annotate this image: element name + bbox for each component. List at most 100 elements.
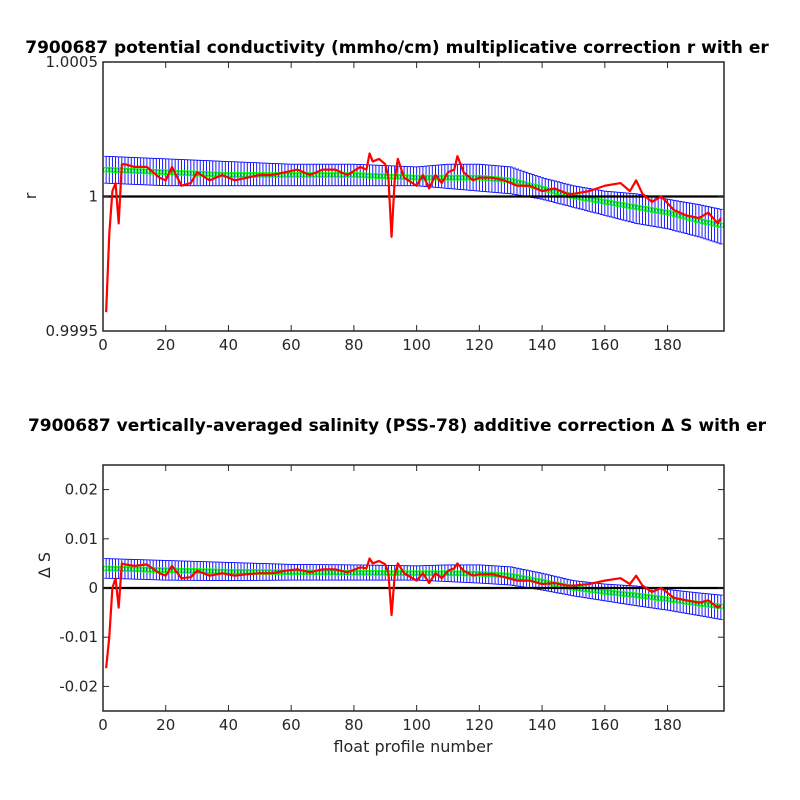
- fit-marker: [228, 171, 235, 179]
- fit-marker: [203, 170, 210, 178]
- fit-marker: [184, 170, 191, 177]
- chart-title-r: 7900687 potential conductivity (mmho/cm)…: [25, 38, 769, 58]
- fit-marker: [604, 199, 612, 206]
- fit-marker: [698, 218, 706, 225]
- y-axis-label-delta-s: Δ S: [35, 552, 54, 578]
- fit-marker: [291, 171, 298, 179]
- fit-marker: [319, 171, 326, 179]
- fit-marker: [633, 592, 640, 599]
- fit-marker: [623, 591, 630, 598]
- fit-marker: [369, 172, 376, 179]
- fit-marker: [410, 570, 417, 577]
- fit-marker: [106, 166, 113, 173]
- fit-marker: [661, 595, 668, 603]
- fit-marker: [350, 171, 358, 179]
- fit-marker: [231, 568, 238, 575]
- fit-marker: [112, 565, 119, 572]
- fit-marker: [614, 590, 621, 597]
- fit-marker: [331, 171, 339, 179]
- x-tick-label: 20: [156, 336, 175, 354]
- fit-marker: [187, 170, 194, 177]
- fit-marker: [357, 569, 364, 576]
- x-tick-label: 40: [219, 716, 238, 734]
- fit-marker: [564, 583, 571, 590]
- fit-marker: [598, 198, 605, 205]
- fit-marker: [648, 206, 655, 214]
- ticks-r: 0 20 40 60 80 100 120 140 160 180 0.9995 1 1.0005: [46, 53, 724, 354]
- fit-marker: [140, 168, 147, 175]
- fit-marker: [702, 218, 709, 226]
- fit-marker: [294, 171, 301, 179]
- fit-marker: [438, 570, 445, 577]
- fit-marker: [410, 174, 417, 181]
- fit-marker: [366, 172, 373, 179]
- x-tick-label: 40: [219, 336, 238, 354]
- fit-marker: [639, 205, 646, 212]
- fit-marker: [617, 201, 624, 208]
- fit-marker: [623, 202, 630, 209]
- fit-marker: [614, 200, 621, 208]
- fit-marker: [181, 567, 188, 574]
- x-tick-label: 180: [653, 716, 682, 734]
- y-tick-label: 1: [88, 188, 98, 206]
- x-tick-label: 180: [653, 336, 682, 354]
- fit-marker: [413, 174, 420, 181]
- fit-marker: [705, 219, 712, 226]
- fit-marker: [419, 570, 427, 577]
- fit-marker: [645, 206, 652, 213]
- fit-marker: [526, 576, 533, 583]
- fit-marker: [143, 168, 151, 175]
- x-tick-label: 0: [98, 336, 108, 354]
- x-tick-label: 60: [282, 716, 301, 734]
- fit-marker: [451, 570, 458, 577]
- correction-series-line: [105, 152, 722, 313]
- fit-marker: [620, 202, 627, 209]
- x-tick-label: 160: [590, 336, 619, 354]
- fit-marker: [316, 171, 323, 179]
- fit-marker: [592, 197, 599, 204]
- fit-marker: [633, 204, 640, 211]
- fit-marker: [655, 595, 662, 602]
- fit-marker: [112, 167, 119, 174]
- fit-marker: [636, 204, 643, 211]
- fit-marker: [426, 174, 433, 181]
- fit-marker: [128, 167, 135, 174]
- fit-marker: [651, 594, 659, 601]
- fit-marker: [137, 566, 144, 573]
- fit-marker: [651, 207, 659, 214]
- fit-marker: [335, 171, 342, 179]
- fit-marker: [645, 593, 652, 601]
- y-tick-label: 0.02: [65, 481, 98, 499]
- fit-marker: [407, 174, 414, 181]
- y-axis-label-r: r: [21, 192, 40, 199]
- fit-marker: [159, 169, 166, 176]
- fit-marker: [457, 174, 464, 181]
- x-tick-label: 140: [528, 336, 557, 354]
- fit-marker: [595, 197, 602, 204]
- fit-marker: [206, 568, 213, 575]
- fit-marker: [234, 171, 241, 179]
- x-tick-label: 100: [402, 336, 431, 354]
- fit-marker: [379, 173, 386, 180]
- fit-marker: [457, 570, 464, 577]
- fit-marker: [178, 567, 185, 574]
- fit-marker: [413, 570, 420, 577]
- fit-marker: [451, 174, 458, 181]
- fit-marker: [629, 591, 637, 599]
- fit-marker: [181, 169, 188, 177]
- fit-marker: [372, 172, 379, 180]
- fit-marker: [604, 589, 612, 596]
- fit-marker: [187, 567, 194, 574]
- fit-marker: [159, 567, 166, 574]
- y-tick-label: 0.9995: [46, 322, 99, 340]
- fit-marker: [642, 205, 649, 212]
- fit-marker: [601, 588, 608, 596]
- fit-marker: [636, 592, 643, 599]
- fit-marker: [667, 210, 674, 217]
- fit-marker: [466, 174, 474, 181]
- fit-marker: [611, 200, 618, 207]
- fit-marker: [708, 220, 715, 227]
- fit-marker: [237, 171, 245, 179]
- fit-marker: [353, 569, 361, 576]
